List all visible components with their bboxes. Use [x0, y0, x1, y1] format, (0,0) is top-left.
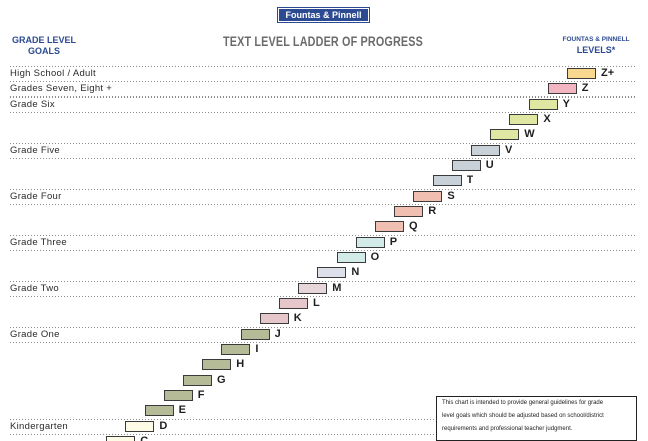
- level-letter-f: F: [197, 388, 205, 401]
- grade-goal-label: Kindergarten: [10, 420, 68, 432]
- level-box-v: [471, 144, 500, 156]
- note-line: This chart is intended to provide genera…: [442, 400, 604, 406]
- level-letter-j: J: [274, 327, 281, 340]
- level-letter-v: V: [505, 143, 513, 156]
- dotted-rule: [10, 203, 636, 205]
- level-letter-w: W: [524, 128, 535, 141]
- dotted-rule: [10, 295, 636, 297]
- grade-goal-label: Grade Four: [10, 190, 62, 202]
- grade-level-header-line2: GOALS: [27, 46, 60, 56]
- level-letter-r: R: [428, 204, 437, 217]
- level-box-t: [432, 175, 462, 187]
- page-title: TEXT LEVEL LADDER OF PROGRESS: [222, 34, 424, 49]
- level-letter-d: D: [159, 419, 168, 432]
- grade-goal-label: Grade Two: [10, 282, 59, 294]
- level-letter-g: G: [217, 373, 226, 386]
- level-box-o: [336, 251, 366, 263]
- level-letter-n: N: [351, 266, 360, 279]
- level-letter-p: P: [389, 235, 398, 248]
- grade-goal-label: High School / Adult: [10, 68, 96, 79]
- level-letter-t: T: [466, 174, 474, 187]
- dotted-rule: [10, 234, 636, 236]
- dotted-rule: [10, 111, 636, 113]
- level-box-i: [221, 343, 251, 355]
- level-letter-x: X: [543, 112, 551, 125]
- level-letter-q: Q: [409, 220, 418, 233]
- level-box-g: [183, 374, 212, 386]
- grade-level-goals-header: GRADE LEVEL GOALS: [10, 35, 78, 57]
- level-letter-z-plus: Z+: [601, 67, 615, 79]
- level-box-w: [490, 129, 520, 141]
- level-box-p: [355, 236, 385, 248]
- dotted-rule: [10, 418, 636, 420]
- level-letter-e: E: [178, 404, 186, 417]
- levels-header-line1: FOUNTAS & PINNELL: [562, 36, 630, 43]
- level-box-l: [279, 297, 308, 309]
- grade-goal-label: Grades Seven, Eight +: [10, 83, 113, 95]
- level-box-y: [528, 98, 558, 110]
- level-letter-m: M: [332, 281, 342, 294]
- level-box-s: [413, 190, 443, 202]
- level-box-e: [144, 405, 174, 417]
- level-box-z: [547, 83, 577, 95]
- level-box-d: [125, 420, 155, 432]
- level-box-h: [202, 359, 232, 371]
- level-letter-s: S: [447, 189, 455, 202]
- note-line: requirements and professional teacher ju…: [442, 426, 573, 432]
- level-letter-l: L: [313, 296, 320, 309]
- note-line: level goals which should be adjusted bas…: [442, 413, 604, 419]
- dotted-rule: [10, 433, 636, 435]
- level-box-u: [451, 159, 481, 171]
- levels-header: FOUNTAS & PINNELL LEVELS*: [556, 35, 636, 56]
- guidelines-note: This chart is intended to provide genera…: [436, 396, 637, 441]
- dotted-rule: [10, 326, 636, 328]
- level-box-q: [375, 221, 404, 233]
- level-letter-z: Z: [581, 82, 589, 95]
- level-letter-y: Y: [562, 97, 570, 110]
- dotted-rule: [10, 142, 636, 144]
- level-box-r: [394, 205, 424, 217]
- level-box-k: [259, 313, 289, 325]
- levels-header-line2: LEVELS*: [576, 45, 616, 55]
- level-box-n: [317, 267, 347, 279]
- fountas-pinnell-badge: Fountas & Pinnell: [277, 7, 370, 23]
- level-box-c: [106, 435, 136, 441]
- grade-goal-label: Grade Three: [10, 236, 67, 248]
- dotted-rule: [10, 96, 636, 98]
- level-letter-k: K: [293, 312, 302, 325]
- dotted-rule: [10, 341, 636, 343]
- level-box-x: [509, 113, 539, 125]
- level-box-j: [240, 328, 270, 340]
- level-letter-c: C: [140, 434, 149, 441]
- level-letter-i: I: [255, 342, 259, 355]
- grade-goal-label: Grade Six: [10, 98, 55, 110]
- level-box-z-plus: [567, 68, 596, 79]
- level-letter-h: H: [236, 358, 245, 371]
- grade-goal-label: Grade Five: [10, 144, 60, 156]
- level-letter-o: O: [370, 250, 380, 263]
- dotted-rule: [10, 188, 636, 190]
- level-letter-u: U: [485, 158, 494, 171]
- dotted-rule: [10, 280, 636, 282]
- dotted-rule: [10, 66, 636, 67]
- grade-goal-label: Grade One: [10, 328, 60, 340]
- level-box-f: [163, 389, 193, 401]
- level-box-m: [298, 282, 328, 294]
- grade-level-header-line1: GRADE LEVEL: [11, 35, 76, 45]
- dotted-rule: [10, 157, 636, 159]
- dotted-rule: [10, 249, 636, 251]
- dotted-rule: [10, 81, 636, 83]
